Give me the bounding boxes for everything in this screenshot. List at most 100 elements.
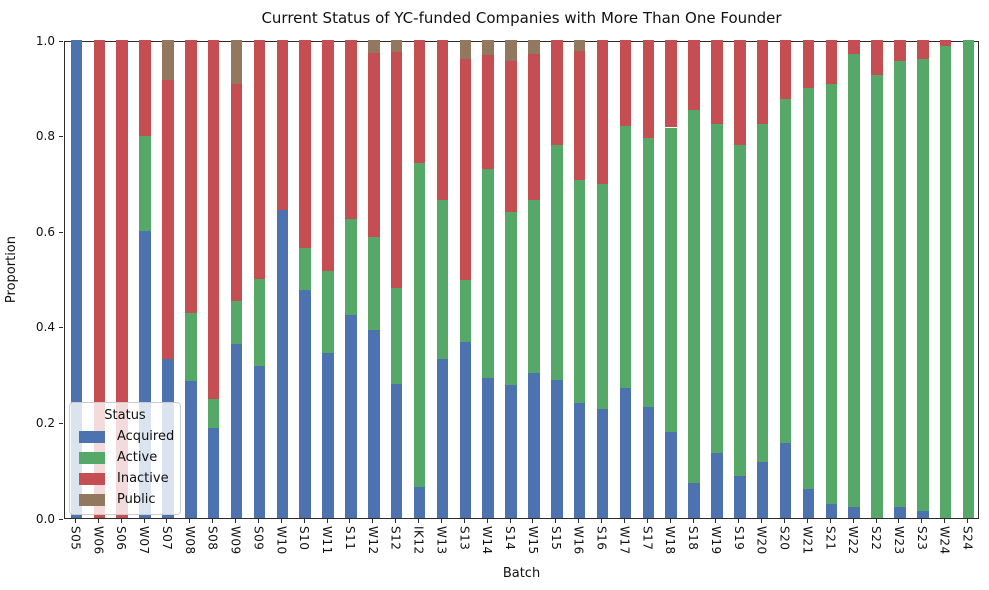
x-tick-mark	[418, 519, 420, 523]
bar-segment-S21-inactive	[825, 40, 838, 85]
bar-segment-S16-inactive	[596, 40, 609, 185]
x-tick-label-S17: S17	[640, 526, 655, 551]
x-tick-label-W15: W15	[525, 526, 540, 555]
bar-segment-S15-acquired	[551, 380, 563, 518]
x-tick-label-W06: W06	[91, 526, 106, 555]
x-tick-label-W09: W09	[228, 526, 243, 555]
bar-segment-W20-inactive	[756, 40, 769, 125]
x-tick-label-S11: S11	[342, 526, 357, 551]
bar-segment-S15-inactive	[551, 40, 563, 145]
x-tick-mark	[97, 519, 99, 523]
bar-segment-W11-active	[322, 270, 334, 354]
x-tick-label-S20: S20	[777, 526, 792, 551]
x-tick-label-S22: S22	[869, 526, 884, 551]
bar-segment-W14-active	[482, 168, 494, 378]
bar-segment-W08-inactive	[185, 40, 197, 313]
bar-segment-W22-inactive	[848, 40, 860, 54]
bar-segment-S14-active	[505, 211, 517, 385]
legend-swatch-active	[79, 451, 105, 464]
x-tick-mark	[898, 519, 900, 523]
bar-segment-S21-acquired	[825, 504, 838, 518]
bar-segment-W12-inactive	[368, 52, 380, 238]
bar-segment-W15-acquired	[528, 372, 540, 518]
x-tick-label-S18: S18	[686, 526, 701, 551]
plot-area	[64, 40, 979, 519]
x-tick-label-W12: W12	[365, 526, 380, 555]
x-tick-mark	[715, 519, 717, 523]
bar-segment-S17-acquired	[642, 407, 655, 518]
bar-segment-S11-acquired	[345, 314, 357, 518]
bar-segment-W23-acquired	[894, 507, 906, 518]
y-tick-label-0.4: 0.4	[35, 320, 55, 335]
bar-segment-W16-active	[573, 179, 586, 404]
x-tick-mark	[646, 519, 648, 523]
bar-segment-W17-inactive	[619, 40, 632, 127]
bar-segment-W14-public	[482, 40, 494, 56]
x-tick-label-IK12: IK12	[411, 526, 426, 555]
x-tick-mark	[486, 519, 488, 523]
bar-segment-W17-active	[619, 126, 632, 389]
x-tick-label-S14: S14	[503, 526, 518, 551]
bar-segment-W20-acquired	[756, 462, 769, 518]
bar-segment-W18-acquired	[665, 432, 677, 518]
x-tick-mark	[852, 519, 854, 523]
bar-segment-S17-inactive	[642, 40, 655, 138]
legend-swatch-inactive	[79, 472, 105, 485]
bar-segment-S14-acquired	[505, 384, 517, 518]
bar-segment-W16-public	[573, 40, 586, 51]
y-tick-label-0.0: 0.0	[35, 511, 55, 526]
x-tick-label-W24: W24	[937, 526, 952, 555]
x-tick-label-W17: W17	[617, 526, 632, 555]
legend-item-inactive: Inactive	[70, 468, 180, 489]
bar-segment-W21-acquired	[802, 488, 815, 518]
bar-segment-W12-acquired	[368, 330, 380, 518]
x-tick-label-S07: S07	[159, 526, 174, 551]
legend-swatch-public	[79, 493, 105, 506]
x-tick-mark	[738, 519, 740, 523]
legend-label-inactive: Inactive	[117, 471, 169, 486]
x-tick-mark	[349, 519, 351, 523]
bar-segment-S22-active	[871, 75, 883, 518]
x-tick-label-W22: W22	[846, 526, 861, 555]
bar-segment-S12-acquired	[390, 383, 403, 518]
legend-label-public: Public	[117, 492, 156, 507]
legend-item-public: Public	[70, 489, 180, 510]
bar-segment-S12-inactive	[390, 52, 403, 289]
x-tick-mark	[395, 519, 397, 523]
bar-segment-S10-active	[299, 247, 311, 290]
bar-segment-W07-inactive	[139, 40, 151, 136]
x-tick-label-S06: S06	[114, 526, 129, 551]
x-tick-label-W16: W16	[571, 526, 586, 555]
bar-segment-W23-inactive	[894, 40, 906, 61]
bar-segment-W17-acquired	[619, 388, 632, 518]
bar-segment-W09-inactive	[230, 83, 243, 301]
bar-segment-W19-inactive	[711, 40, 723, 125]
bar-segment-W11-inactive	[322, 40, 334, 271]
x-tick-mark	[601, 519, 603, 523]
x-tick-mark	[440, 519, 442, 523]
x-tick-mark	[761, 519, 763, 523]
x-tick-label-S21: S21	[823, 526, 838, 551]
bar-segment-W13-acquired	[436, 358, 449, 518]
x-tick-mark	[463, 519, 465, 523]
bar-segment-S23-acquired	[917, 511, 929, 518]
bar-segment-S11-active	[345, 219, 357, 315]
bar-segment-W07-acquired	[139, 231, 151, 518]
bar-segment-W21-inactive	[802, 40, 815, 89]
x-tick-mark	[235, 519, 237, 523]
bar-segment-S06-inactive	[116, 40, 128, 518]
y-tick-mark	[59, 231, 63, 233]
y-tick-mark	[59, 518, 63, 520]
bar-segment-W23-active	[894, 60, 906, 508]
bar-segment-S13-inactive	[459, 59, 472, 280]
bar-segment-W08-acquired	[185, 381, 197, 518]
bar-segment-S22-inactive	[871, 40, 883, 76]
y-tick-label-1.0: 1.0	[35, 33, 55, 48]
bar-segment-S20-inactive	[779, 40, 792, 100]
bar-segment-S14-inactive	[505, 60, 517, 212]
bar-segment-W09-active	[230, 300, 243, 345]
y-axis-label: Proportion	[4, 236, 19, 304]
bar-segment-W20-active	[756, 124, 769, 463]
legend-title: Status	[104, 408, 146, 423]
bar-segment-W24-active	[939, 45, 952, 518]
